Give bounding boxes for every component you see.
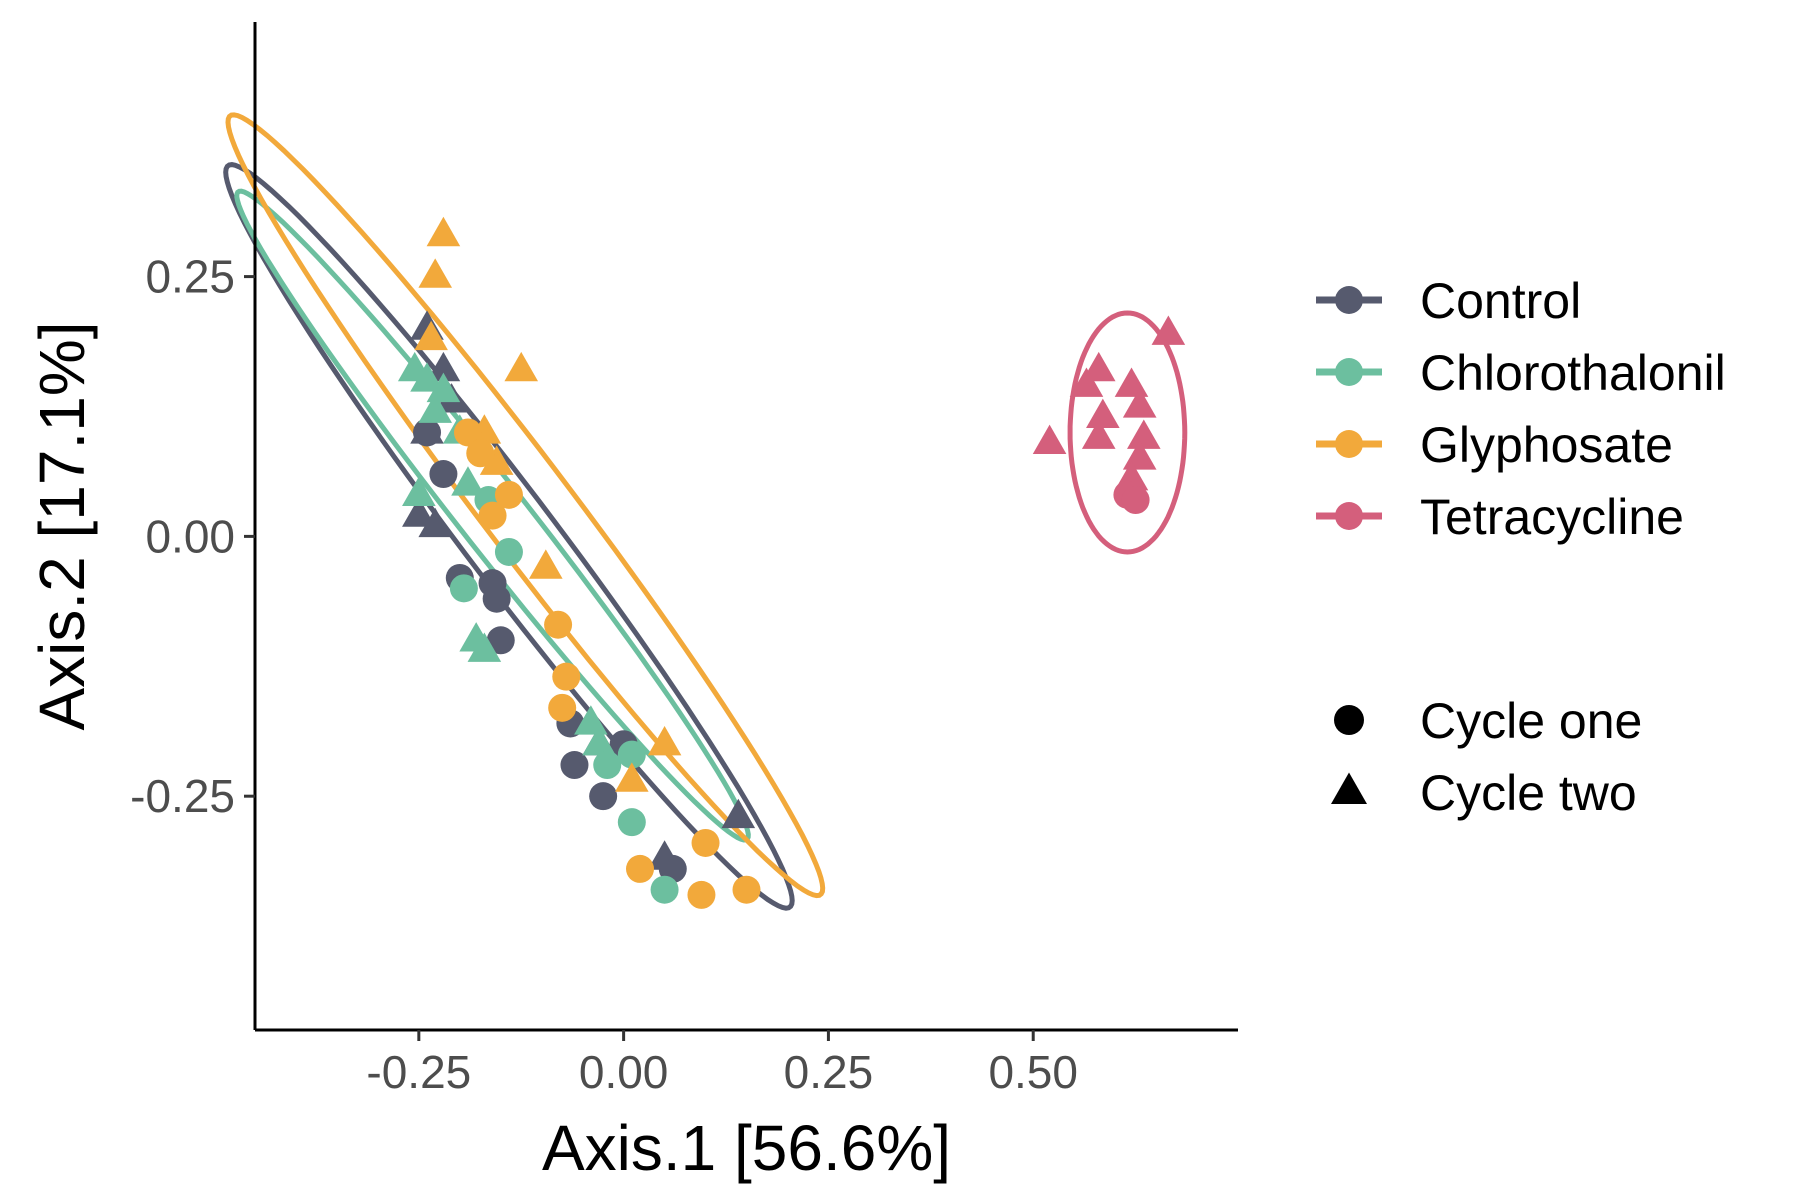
point-tetracycline-triangle <box>1122 388 1157 418</box>
legend-item-cycle-two: Cycle two <box>1331 765 1637 821</box>
legend-label-cycle-two: Cycle two <box>1420 765 1637 821</box>
point-glyphosate-triangle <box>479 445 514 475</box>
legend-item-chlorothalonil: Chlorothalonil <box>1316 345 1726 401</box>
ellipse-tetracycline <box>1067 310 1188 555</box>
legend-shape-cycle-one <box>1334 705 1364 735</box>
legend-label-chlorothalonil: Chlorothalonil <box>1420 345 1726 401</box>
point-glyphosate-circle <box>466 439 495 468</box>
legend-swatch-tetracycline <box>1335 502 1363 530</box>
legend-cycle: Cycle one Cycle two <box>1331 693 1642 821</box>
point-control-circle <box>482 584 511 613</box>
point-glyphosate-triangle <box>426 216 461 247</box>
point-chlorothalonil-circle <box>650 875 679 904</box>
y-tick-label: -0.25 <box>130 770 235 822</box>
point-control-circle <box>486 626 515 655</box>
point-glyphosate-circle <box>548 693 577 722</box>
point-glyphosate-circle <box>478 501 507 530</box>
point-glyphosate-circle <box>552 662 581 691</box>
ellipse-glyphosate <box>225 112 826 899</box>
point-glyphosate-triangle <box>414 320 448 351</box>
x-tick-label: 0.50 <box>988 1046 1078 1098</box>
legend-label-cycle-one: Cycle one <box>1420 693 1642 749</box>
point-tetracycline-circle <box>1121 486 1150 515</box>
point-glyphosate-circle <box>687 880 716 909</box>
point-control-triangle <box>426 351 461 382</box>
point-tetracycline-triangle <box>1126 419 1161 449</box>
legend-label-glyphosate: Glyphosate <box>1420 417 1673 473</box>
legend-swatch-chlorothalonil <box>1335 358 1363 386</box>
ellipse-layer <box>223 112 1188 911</box>
point-glyphosate-circle <box>691 828 720 857</box>
point-control-triangle <box>418 507 453 538</box>
legend-item-cycle-one: Cycle one <box>1334 693 1642 749</box>
point-control-circle <box>429 460 458 489</box>
point-glyphosate-triangle <box>504 351 539 382</box>
x-tick-label: 0.00 <box>579 1046 669 1098</box>
point-control-triangle <box>647 840 682 870</box>
point-layer <box>397 216 1186 909</box>
legend-shape-cycle-two <box>1331 772 1367 804</box>
point-chlorothalonil-triangle <box>402 476 436 506</box>
point-tetracycline-triangle <box>1081 351 1116 382</box>
point-control-triangle <box>721 798 756 829</box>
point-control-triangle <box>402 497 436 527</box>
point-control-circle <box>413 418 442 447</box>
legend-label-control: Control <box>1420 273 1581 329</box>
legend-item-control: Control <box>1316 273 1581 329</box>
point-chlorothalonil-triangle <box>582 725 616 756</box>
point-chlorothalonil-triangle <box>426 372 461 403</box>
point-chlorothalonil-circle <box>617 808 646 837</box>
point-control-circle <box>589 782 618 811</box>
point-tetracycline-triangle <box>1114 367 1149 397</box>
point-glyphosate-triangle <box>615 762 649 792</box>
point-control-circle <box>560 751 589 780</box>
ellipse-chlorothalonil <box>234 188 751 843</box>
point-chlorothalonil-circle <box>593 751 622 780</box>
point-glyphosate-circle <box>626 854 655 883</box>
point-glyphosate-triangle <box>529 549 563 579</box>
point-tetracycline-triangle <box>1086 398 1120 429</box>
x-tick-label: 0.25 <box>784 1046 874 1098</box>
y-tick-label: 0.00 <box>145 510 235 562</box>
point-glyphosate-triangle <box>647 725 682 756</box>
legend-label-tetracycline: Tetracycline <box>1420 489 1684 545</box>
point-tetracycline-triangle <box>1151 315 1186 345</box>
point-chlorothalonil-triangle <box>418 393 453 423</box>
y-axis-ticks: -0.25 0.00 0.25 <box>130 251 255 822</box>
point-glyphosate-circle <box>732 875 761 904</box>
plot-area: -0.25 0.00 0.25 0.50 -0.25 0.00 0.25 <box>130 22 1238 1098</box>
point-glyphosate-circle <box>494 480 523 509</box>
point-chlorothalonil-circle <box>617 740 646 769</box>
legend-swatch-control <box>1335 286 1363 314</box>
x-axis-title: Axis.1 [56.6%] <box>542 1112 951 1184</box>
legend-treatment: Control Chlorothalonil Glyphosate Tetracycl… <box>1316 273 1726 545</box>
point-chlorothalonil-triangle <box>410 362 444 392</box>
point-chlorothalonil-circle <box>449 574 478 603</box>
point-chlorothalonil-circle <box>494 537 523 566</box>
point-glyphosate-triangle <box>418 258 453 288</box>
point-chlorothalonil-triangle <box>451 466 485 496</box>
point-chlorothalonil-triangle <box>459 622 493 652</box>
x-axis-ticks: -0.25 0.00 0.25 0.50 <box>366 1030 1078 1098</box>
legend-item-tetracycline: Tetracycline <box>1316 489 1684 545</box>
legend-item-glyphosate: Glyphosate <box>1316 417 1673 473</box>
point-glyphosate-circle <box>453 418 482 447</box>
point-tetracycline-triangle <box>1032 424 1067 455</box>
point-glyphosate-circle <box>544 610 573 639</box>
y-tick-label: 0.25 <box>145 251 235 303</box>
x-tick-label: -0.25 <box>366 1046 471 1098</box>
point-tetracycline-triangle <box>1069 367 1104 397</box>
legend-swatch-glyphosate <box>1335 430 1363 458</box>
point-tetracycline-triangle <box>1081 419 1116 449</box>
y-axis-title: Axis.2 [17.1%] <box>26 321 98 730</box>
